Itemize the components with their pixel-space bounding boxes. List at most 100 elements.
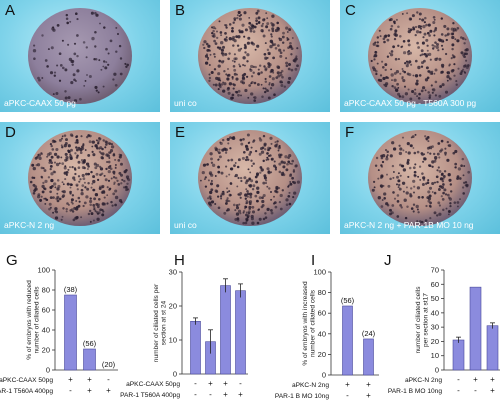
ciliated-cell-dot [289,180,292,183]
ciliated-cell-dot [292,170,296,173]
ciliated-cell-dot [56,179,60,182]
ciliated-cell-dot [401,12,404,15]
ciliated-cell-dot [449,202,452,205]
ciliated-cell-dot [415,79,419,83]
ciliated-cell-dot [437,188,441,191]
ciliated-cell-dot [239,212,242,215]
ciliated-cell-dot [91,36,95,41]
ciliated-cell-dot [393,78,397,82]
ciliated-cell-dot [247,212,251,215]
ciliated-cell-dot [77,196,81,200]
ciliated-cell-dot [390,68,392,71]
ciliated-cell-dot [395,89,399,92]
ciliated-cell-dot [274,144,278,148]
ciliated-cell-dot [420,152,424,155]
ciliated-cell-dot [75,139,79,143]
ciliated-cell-dot [116,179,119,182]
ciliated-cell-dot [434,80,438,84]
ciliated-cell-dot [383,197,386,200]
ciliated-cell-dot [41,77,44,79]
ciliated-cell-dot [455,80,458,83]
ciliated-cell-dot [234,57,238,61]
ciliated-cell-dot [95,13,99,17]
ciliated-cell-dot [296,64,299,68]
ciliated-cell-dot [275,185,279,190]
ciliated-cell-dot [389,17,393,22]
ciliated-cell-dot [114,189,118,193]
ciliated-cell-dot [371,188,375,192]
ciliated-cell-dot [290,53,293,56]
ciliated-cell-dot [270,83,275,87]
ciliated-cell-dot [427,179,430,182]
ciliated-cell-dot [422,86,426,90]
ciliated-cell-dot [281,81,284,84]
ciliated-cell-dot [463,165,466,167]
ciliated-cell-dot [398,151,403,156]
ciliated-cell-dot [76,54,79,58]
ciliated-cell-dot [114,203,117,207]
ciliated-cell-dot [383,192,387,196]
ciliated-cell-dot [256,190,260,195]
ciliated-cell-dot [285,198,289,202]
ciliated-cell-dot [393,197,397,200]
ciliated-cell-dot [218,151,221,155]
ciliated-cell-dot [402,149,405,152]
ciliated-cell-dot [83,84,86,87]
ciliated-cell-dot [220,83,224,86]
ciliated-cell-dot [224,32,227,35]
ciliated-cell-dot [221,53,225,57]
ciliated-cell-dot [375,44,379,47]
ciliated-cell-dot [233,18,236,22]
ciliated-cell-dot [424,89,427,92]
ciliated-cell-dot [54,207,58,211]
ciliated-cell-dot [267,170,271,173]
ciliated-cell-dot [249,192,253,196]
ciliated-cell-dot [399,174,402,177]
ciliated-cell-dot [442,208,445,212]
ciliated-cell-dot [240,47,243,50]
ciliated-cell-dot [230,158,234,162]
y-tick-label: 60 [318,309,326,318]
ciliated-cell-dot [97,211,101,215]
ciliated-cell-dot [62,207,65,210]
ciliated-cell-dot [250,179,254,183]
ciliated-cell-dot [280,69,284,73]
ciliated-cell-dot [243,151,246,154]
ciliated-cell-dot [217,88,220,91]
ciliated-cell-dot [273,93,276,96]
ciliated-cell-dot [66,21,69,25]
ciliated-cell-dot [65,158,69,162]
ciliated-cell-dot [434,41,437,44]
ciliated-cell-dot [441,65,445,69]
ciliated-cell-dot [120,162,123,166]
ciliated-cell-dot [399,72,402,75]
ciliated-cell-dot [110,200,113,204]
ciliated-cell-dot [234,217,238,221]
ciliated-cell-dot [61,162,65,165]
ciliated-cell-dot [232,64,236,68]
panel-caption-e: uni co [174,220,197,230]
ciliated-cell-dot [380,156,384,160]
ciliated-cell-dot [256,9,260,13]
ciliated-cell-dot [437,49,440,52]
ciliated-cell-dot [386,55,390,58]
ciliated-cell-dot [105,47,108,51]
ciliated-cell-dot [36,155,39,158]
ciliated-cell-dot [49,143,53,146]
ciliated-cell-dot [111,204,114,207]
ciliated-cell-dot [83,181,86,184]
ciliated-cell-dot [383,35,387,39]
ciliated-cell-dot [447,173,451,177]
ciliated-cell-dot [262,159,265,163]
ciliated-cell-dot [444,34,447,37]
ciliated-cell-dot [253,99,257,102]
y-tick-label: 30 [431,323,439,332]
ciliated-cell-dot [55,162,60,167]
embryo-image-d [28,130,132,226]
ciliated-cell-dot [233,39,237,43]
embryo-image-c [368,8,472,104]
chart-g: G 0 20 40 60 80 100 % of embryos with reducedn… [0,252,130,417]
ciliated-cell-dot [266,156,269,159]
ciliated-cell-dot [408,73,412,77]
ciliated-cell-dot [429,29,433,33]
